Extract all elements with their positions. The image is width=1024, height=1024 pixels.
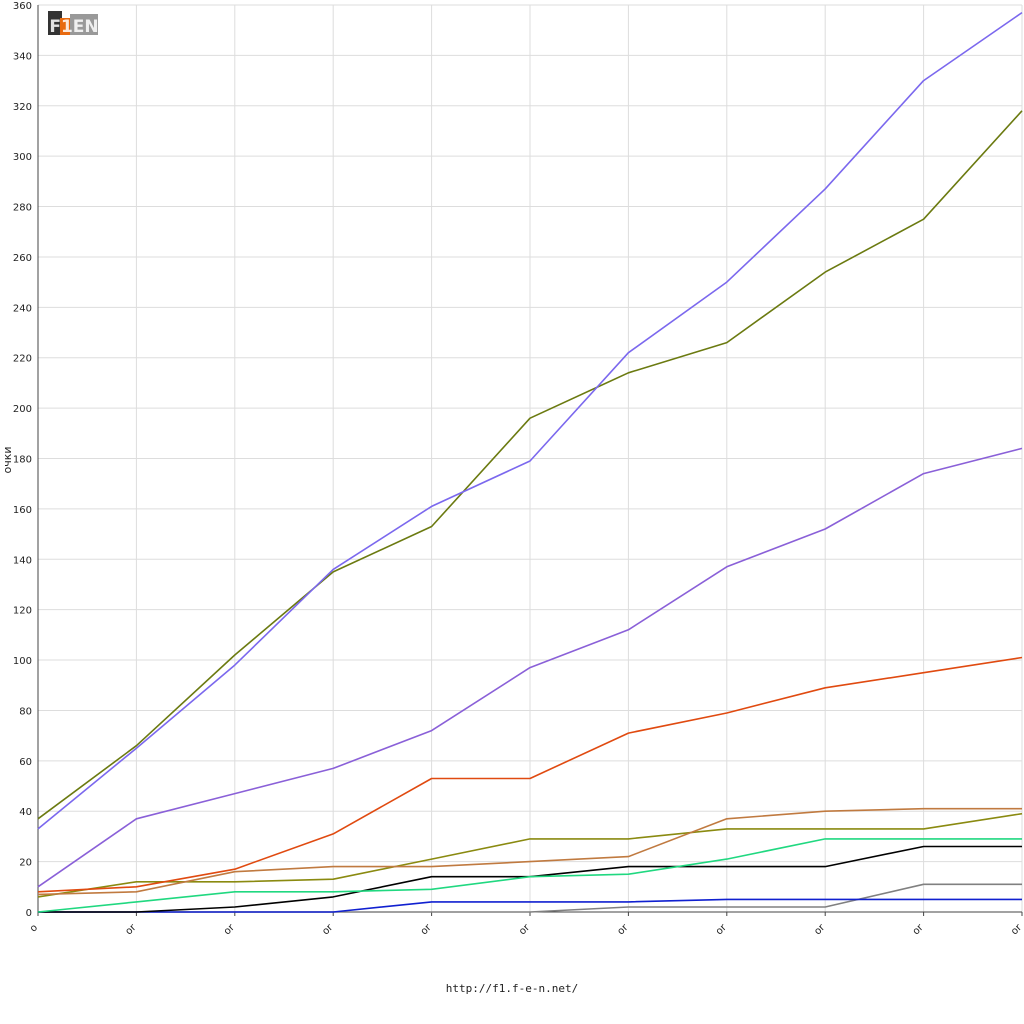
y-tick-label: 260 bbox=[13, 253, 32, 264]
y-tick-label: 180 bbox=[13, 455, 32, 466]
grid bbox=[38, 4, 1023, 913]
series-line-3 bbox=[37, 447, 1023, 888]
x-tick-label: or bbox=[1009, 922, 1024, 938]
y-axis-label: очки bbox=[1, 446, 14, 473]
y-tick-label: 80 bbox=[19, 706, 32, 717]
x-tick-label: or bbox=[320, 922, 336, 938]
series-line-6 bbox=[37, 812, 1023, 898]
y-tick-label: 360 bbox=[13, 1, 32, 12]
logo-block-grey bbox=[70, 14, 98, 35]
series-line-4 bbox=[37, 656, 1023, 893]
x-tick-label: or bbox=[812, 922, 828, 938]
series-line-9 bbox=[38, 898, 1022, 913]
series-line-2 bbox=[37, 110, 1023, 820]
logo-block-orange bbox=[60, 18, 70, 35]
x-tick-label: or bbox=[911, 922, 927, 938]
y-tick-label: 240 bbox=[13, 303, 32, 314]
x-tick-label: or bbox=[419, 922, 435, 938]
y-tick-label: 20 bbox=[19, 858, 32, 869]
series-line-1 bbox=[37, 11, 1023, 830]
y-tick-label: 280 bbox=[13, 203, 32, 214]
y-tick-label: 40 bbox=[19, 807, 32, 818]
y-tick-label: 60 bbox=[19, 757, 32, 768]
series-line-7 bbox=[37, 838, 1022, 913]
logo: F1EN bbox=[48, 11, 99, 37]
y-axis-ticks: 0 20 40 60 80 100 120 140 160 180 200 220 240 260 280 3… bbox=[13, 1, 32, 919]
series-lines bbox=[37, 11, 1023, 913]
x-tick-label: or bbox=[222, 922, 238, 938]
series-line-5 bbox=[37, 807, 1022, 896]
y-tick-label: 340 bbox=[13, 51, 32, 62]
x-tick-label: or bbox=[616, 922, 632, 938]
y-tick-label: 160 bbox=[13, 505, 32, 516]
x-tick-label: or bbox=[714, 922, 730, 938]
x-tick-label: or bbox=[517, 922, 533, 938]
y-tick-label: 100 bbox=[13, 656, 32, 667]
y-tick-label: 0 bbox=[26, 908, 32, 919]
y-tick-label: 220 bbox=[13, 354, 32, 365]
logo-block-dark bbox=[48, 11, 62, 35]
x-tick-label: o bbox=[28, 922, 40, 934]
x-tick-label: or bbox=[124, 922, 140, 938]
y-tick-label: 140 bbox=[13, 555, 32, 566]
y-tick-label: 300 bbox=[13, 152, 32, 163]
logo-text: F1EN bbox=[49, 17, 98, 37]
y-tick-label: 120 bbox=[13, 606, 32, 617]
x-axis-ticks: o or or or or or or or or or or bbox=[28, 912, 1024, 937]
y-tick-label: 320 bbox=[13, 102, 32, 113]
y-tick-label: 200 bbox=[13, 404, 32, 415]
footer-url[interactable]: http://f1.f-e-n.net/ bbox=[445, 982, 579, 995]
